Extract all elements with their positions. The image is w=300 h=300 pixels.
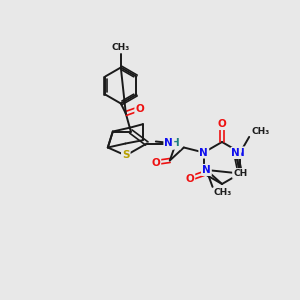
Text: S: S [122,151,130,160]
Text: H: H [171,139,180,148]
Text: CH₃: CH₃ [214,188,232,197]
Text: O: O [218,119,226,129]
Text: N: N [164,139,173,148]
Text: N: N [202,165,211,175]
Text: O: O [185,173,194,184]
Text: N: N [231,148,240,158]
Text: CH₃: CH₃ [112,44,130,52]
Text: O: O [135,103,144,113]
Text: CH₃: CH₃ [251,127,269,136]
Text: O: O [152,158,160,167]
Text: N: N [236,148,244,158]
Text: CH: CH [233,169,247,178]
Text: N: N [200,148,208,158]
